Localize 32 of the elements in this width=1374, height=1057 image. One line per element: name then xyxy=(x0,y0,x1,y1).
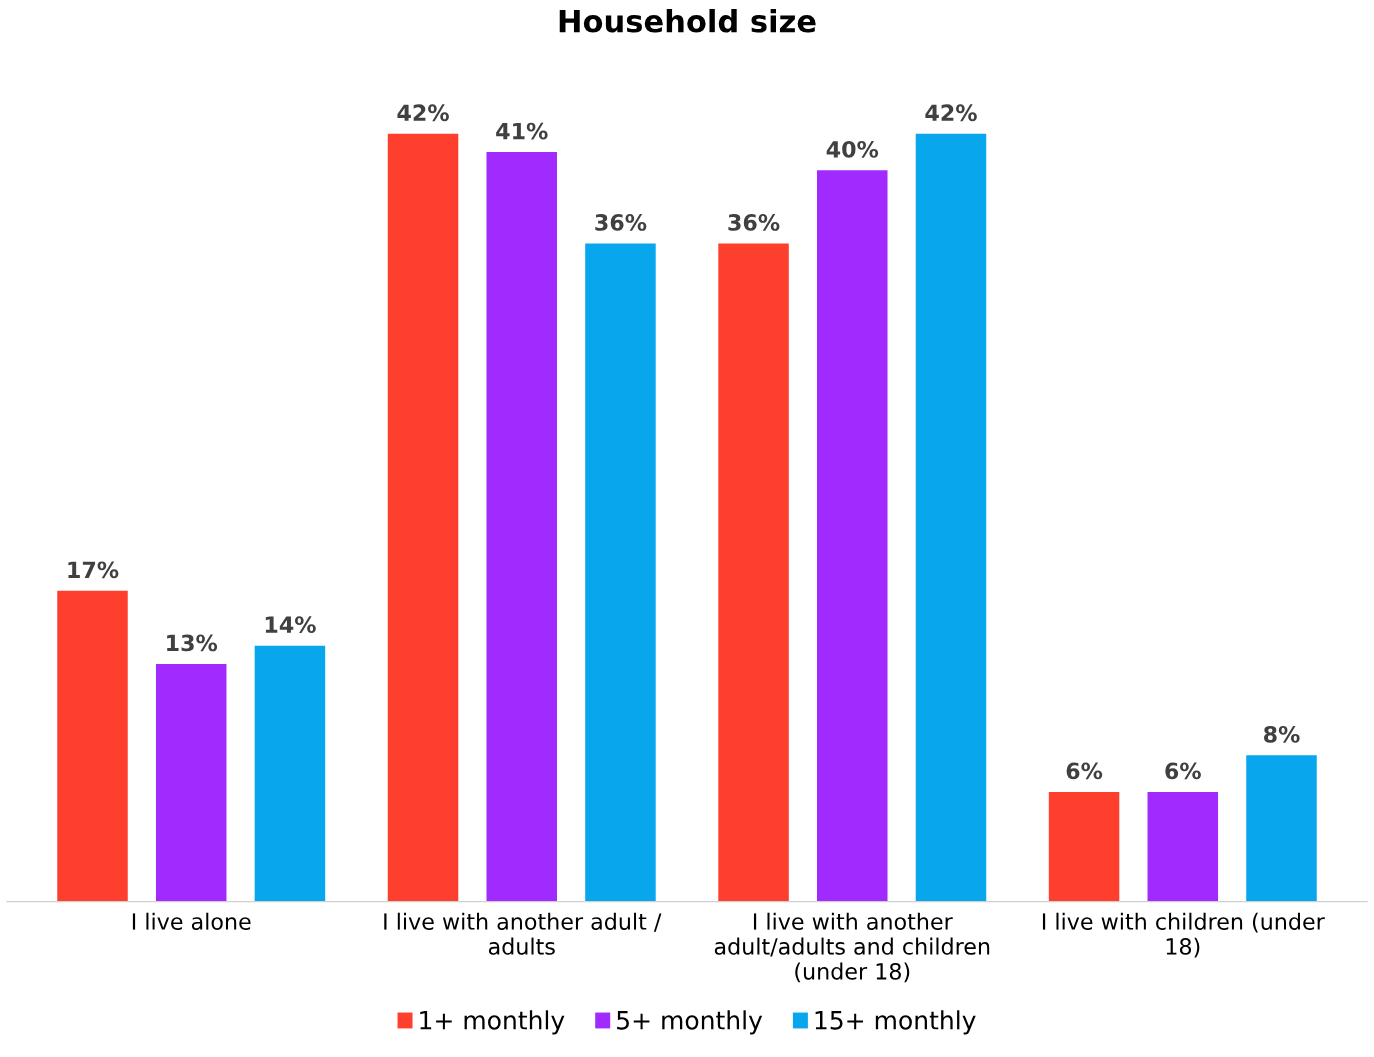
data-label: 13% xyxy=(167,634,218,652)
bar xyxy=(1147,791,1219,902)
legend-label: 1+ monthly xyxy=(420,1010,565,1035)
data-label: 8% xyxy=(1263,725,1300,743)
bar xyxy=(254,645,326,902)
bar xyxy=(718,243,789,902)
x-tick-label: I live with children (under 18) xyxy=(1042,912,1325,958)
x-tick-label: I live with another adult / adults xyxy=(384,912,662,955)
data-label: 40% xyxy=(826,140,879,158)
bar xyxy=(57,590,128,902)
legend-label: 15+ monthly xyxy=(815,1010,976,1035)
bar xyxy=(915,133,987,902)
data-label: 36% xyxy=(728,214,780,231)
bar xyxy=(1048,791,1120,902)
legend-label: 5+ monthly xyxy=(617,1010,763,1035)
chart-title: Household size xyxy=(559,8,816,33)
x-tick-label: I live alone xyxy=(132,912,251,930)
bar xyxy=(155,663,227,902)
data-label: 42% xyxy=(925,104,977,122)
data-label: 6% xyxy=(1165,762,1201,780)
data-label: 6% xyxy=(1066,762,1103,780)
data-label: 17% xyxy=(68,561,119,579)
data-label: 41% xyxy=(496,122,548,140)
bar xyxy=(817,170,888,902)
data-label: 42% xyxy=(397,104,449,122)
data-label: 14% xyxy=(265,616,316,634)
bar xyxy=(585,243,656,902)
bar xyxy=(1246,755,1317,902)
bar xyxy=(486,152,557,902)
bar xyxy=(387,133,459,902)
x-tick-label: I live with another adult/adults and children (under 18) xyxy=(714,912,990,983)
data-label: 36% xyxy=(595,214,647,231)
